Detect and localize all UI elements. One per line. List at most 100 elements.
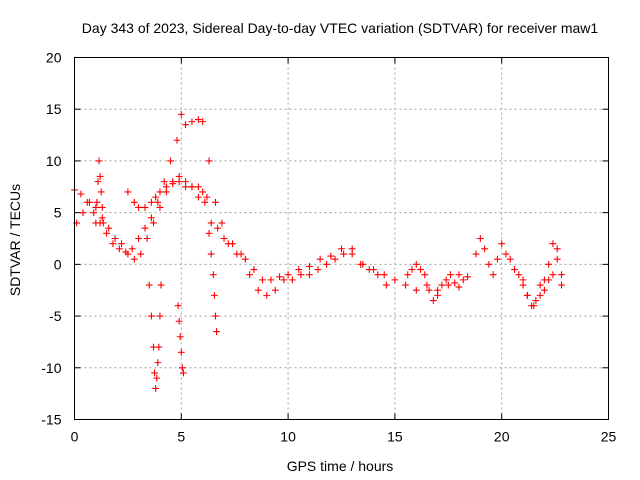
data-point <box>374 271 382 279</box>
data-point <box>402 281 409 289</box>
x-tick-label: 25 <box>601 429 617 445</box>
x-axis-label: GPS time / hours <box>287 458 394 474</box>
data-point <box>203 193 211 201</box>
data-point <box>156 188 164 196</box>
data-point <box>218 219 226 227</box>
data-point <box>209 271 217 279</box>
data-point <box>444 281 452 289</box>
data-point <box>162 183 170 191</box>
data-point <box>90 209 98 217</box>
y-tick-label: -10 <box>41 360 61 376</box>
data-point <box>229 240 236 248</box>
data-point <box>95 157 103 165</box>
y-tick-label: 5 <box>54 205 62 221</box>
y-tick-label: 20 <box>46 50 62 66</box>
data-point <box>553 255 561 263</box>
y-tick-label: 0 <box>54 256 62 272</box>
data-point <box>96 173 104 180</box>
data-point <box>152 193 160 201</box>
data-point <box>558 271 565 279</box>
data-point <box>412 260 420 268</box>
data-point <box>147 214 155 222</box>
data-point <box>213 328 220 335</box>
data-point <box>425 286 433 294</box>
data-point <box>502 250 510 258</box>
data-point <box>135 235 142 242</box>
data-point <box>115 245 123 253</box>
data-point <box>98 204 106 211</box>
data-point <box>167 157 175 165</box>
data-point <box>94 178 102 186</box>
data-point <box>177 348 185 356</box>
data-point <box>150 219 157 227</box>
data-point <box>250 266 258 273</box>
data-point <box>180 369 187 377</box>
data-point <box>365 266 373 273</box>
data-point <box>153 374 161 382</box>
data-point <box>156 204 164 211</box>
data-point <box>173 136 181 144</box>
data-point <box>306 263 313 270</box>
data-point <box>451 279 459 287</box>
y-tick-label: -5 <box>49 308 62 324</box>
data-point <box>284 271 292 279</box>
data-point <box>558 281 565 289</box>
series-late-track <box>472 235 565 310</box>
data-point <box>485 260 493 268</box>
x-tick-label: 0 <box>71 429 79 445</box>
data-point <box>241 255 249 263</box>
data-point <box>391 276 399 284</box>
data-point <box>97 188 105 196</box>
data-point <box>442 276 450 284</box>
data-point <box>194 183 202 191</box>
data-point <box>481 245 489 253</box>
plot-frame <box>74 57 609 420</box>
data-points <box>71 110 565 392</box>
data-point <box>237 250 245 258</box>
data-point <box>145 281 153 289</box>
data-point <box>103 229 110 237</box>
data-point <box>295 266 303 273</box>
data-point <box>338 245 345 253</box>
y-tick-label: 15 <box>46 101 62 117</box>
data-point <box>188 118 196 126</box>
data-point <box>152 385 160 392</box>
data-point <box>175 317 183 325</box>
data-point <box>404 271 412 279</box>
data-point <box>93 198 101 206</box>
data-point <box>438 281 446 289</box>
data-point <box>154 359 162 367</box>
data-point <box>212 312 219 320</box>
data-point <box>175 178 183 186</box>
grid-lines <box>74 57 609 420</box>
data-point <box>380 271 388 279</box>
data-point <box>423 281 431 289</box>
data-point <box>147 312 155 320</box>
data-point <box>105 224 113 232</box>
data-point <box>306 271 313 279</box>
data-point <box>182 121 189 129</box>
y-tick-label: -15 <box>41 412 61 428</box>
data-point <box>553 245 561 253</box>
series-drop-near-5h <box>174 302 187 377</box>
data-point <box>124 250 132 258</box>
data-point <box>532 297 540 304</box>
data-point <box>464 273 471 281</box>
series-early-spikes <box>92 157 107 227</box>
data-point <box>79 209 87 217</box>
data-point <box>98 214 106 222</box>
data-point <box>434 291 442 299</box>
y-tick-labels: -15 -10 -5 0 5 10 15 20 <box>41 50 61 428</box>
data-point <box>280 276 288 284</box>
data-point <box>169 180 177 188</box>
data-point <box>323 260 330 268</box>
data-point <box>271 286 279 294</box>
data-point <box>340 250 348 258</box>
data-point <box>530 302 538 310</box>
data-point <box>327 252 335 260</box>
data-point <box>536 291 544 299</box>
data-point <box>77 190 85 198</box>
data-point <box>549 240 557 248</box>
data-point <box>194 193 202 201</box>
